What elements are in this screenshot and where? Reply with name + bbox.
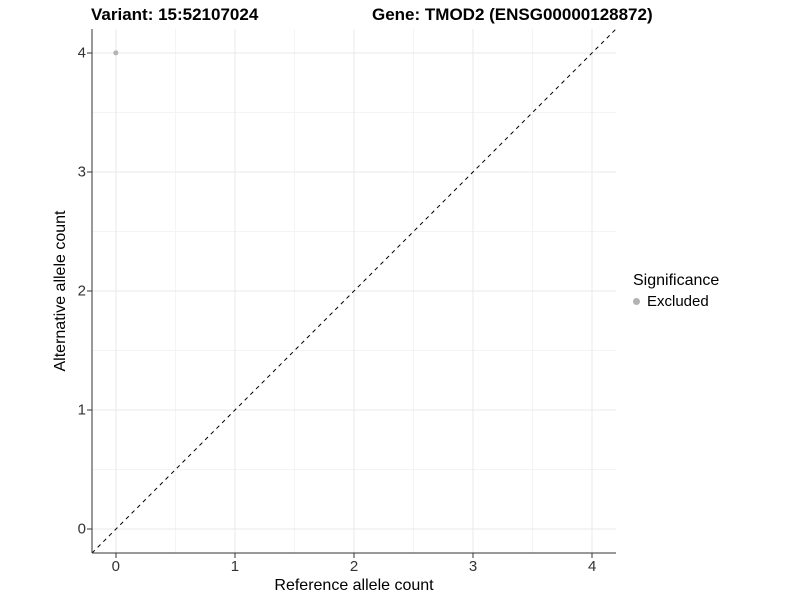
x-tick-label: 4 — [588, 558, 597, 575]
x-tick-label: 0 — [111, 558, 120, 575]
data-point — [113, 50, 119, 56]
legend-title: Significance — [633, 272, 720, 289]
legend: Significance Excluded — [633, 272, 719, 310]
x-tick-label: 3 — [468, 558, 478, 575]
y-tick-label: 3 — [77, 163, 86, 181]
x-tick-label: 1 — [230, 558, 240, 575]
gene-title: Gene: TMOD2 (ENSG00000128872) — [372, 5, 653, 24]
y-tick-label: 4 — [77, 44, 86, 62]
legend-entry-label: Excluded — [647, 293, 709, 310]
identity-line — [91, 28, 617, 554]
excluded-point-icon — [633, 298, 640, 305]
y-tick-label: 1 — [77, 401, 86, 419]
legend-entry-excluded: Excluded — [633, 293, 719, 310]
x-axis-title: Reference allele count — [274, 577, 434, 594]
y-tick-label: 0 — [77, 520, 86, 538]
y-tick-label: 2 — [77, 282, 86, 300]
y-axis-title: Alternative allele count — [52, 210, 69, 372]
x-tick-label: 2 — [349, 558, 359, 575]
variant-title: Variant: 15:52107024 — [91, 5, 259, 24]
